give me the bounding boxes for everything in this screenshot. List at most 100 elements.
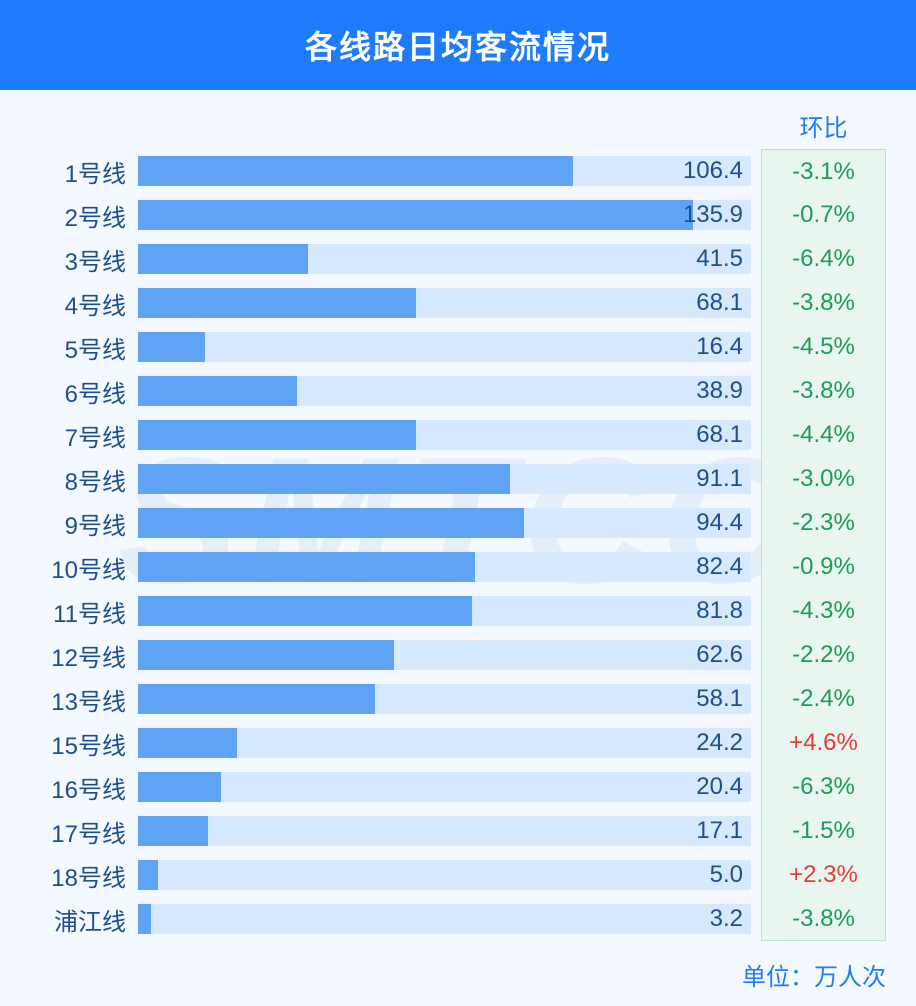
chart-row: 9号线 94.4 -2.3%	[30, 501, 886, 545]
change-cell: -4.5%	[761, 325, 886, 369]
change-cell: -3.8%	[761, 897, 886, 941]
bar-track: 62.6	[138, 640, 751, 670]
change-cell: -3.0%	[761, 457, 886, 501]
chart-rows: 1号线106.4-3.1%2号线135.9-0.7%3号线41.5-6.4%4号…	[30, 149, 886, 941]
bar-track: 58.1	[138, 684, 751, 714]
line-label: 7号线	[30, 418, 138, 453]
change-column-header: 环比	[761, 108, 886, 143]
bar-fill	[138, 156, 573, 186]
bar-fill	[138, 860, 158, 890]
bar-zone: 81.8	[138, 589, 761, 633]
chart-row: 1号线106.4 -3.1%	[30, 149, 886, 193]
line-label: 11号线	[30, 594, 138, 629]
bar-fill	[138, 508, 524, 538]
line-label: 9号线	[30, 506, 138, 541]
change-cell: -4.3%	[761, 589, 886, 633]
bar-fill	[138, 288, 416, 318]
bar-value: 81.8	[696, 597, 743, 625]
change-cell: +4.6%	[761, 721, 886, 765]
change-cell: -6.3%	[761, 765, 886, 809]
line-label: 13号线	[30, 682, 138, 717]
line-label: 10号线	[30, 550, 138, 585]
chart-row: 浦江线3.2-3.8%	[30, 897, 886, 941]
change-cell: -1.5%	[761, 809, 886, 853]
bar-zone: 62.6	[138, 633, 761, 677]
bar-zone: 3.2	[138, 897, 761, 941]
chart-row: 18号线5.0+2.3%	[30, 853, 886, 897]
chart-row: 8号线 91.1 -3.0%	[30, 457, 886, 501]
change-cell: -0.9%	[761, 545, 886, 589]
line-label: 15号线	[30, 726, 138, 761]
bar-track: 106.4	[138, 156, 751, 186]
bar-fill	[138, 244, 308, 274]
bar-value: 3.2	[710, 905, 743, 933]
bar-track: 91.1	[138, 464, 751, 494]
bar-track: 81.8	[138, 596, 751, 626]
change-cell: -3.1%	[761, 149, 886, 193]
chart-row: 11号线 81.8 -4.3%	[30, 589, 886, 633]
chart-row: 6号线38.9-3.8%	[30, 369, 886, 413]
bar-fill	[138, 200, 693, 230]
bar-value: 41.5	[696, 245, 743, 273]
bar-track: 38.9	[138, 376, 751, 406]
bar-fill	[138, 376, 297, 406]
chart-row: 7号线68.1-4.4%	[30, 413, 886, 457]
bar-fill	[138, 728, 237, 758]
bar-zone: 16.4	[138, 325, 761, 369]
bar-track: 94.4	[138, 508, 751, 538]
label-column-spacer	[30, 108, 138, 143]
line-label: 1号线	[30, 154, 138, 189]
chart-row: 16号线 20.4 -6.3%	[30, 765, 886, 809]
bar-zone: 91.1	[138, 457, 761, 501]
bar-fill	[138, 640, 394, 670]
chart-row: 3号线 41.5 -6.4%	[30, 237, 886, 281]
chart-row: 2号线135.9-0.7%	[30, 193, 886, 237]
bar-fill	[138, 464, 510, 494]
bar-zone: 24.2	[138, 721, 761, 765]
bar-fill	[138, 596, 472, 626]
bar-value: 38.9	[696, 377, 743, 405]
bar-fill	[138, 332, 205, 362]
bar-fill	[138, 772, 221, 802]
bar-value: 91.1	[696, 465, 743, 493]
bar-fill	[138, 904, 151, 934]
bar-column-spacer	[138, 108, 761, 143]
bar-zone: 17.1	[138, 809, 761, 853]
bar-zone: 68.1	[138, 281, 761, 325]
bar-track: 5.0	[138, 860, 751, 890]
bar-value: 24.2	[696, 729, 743, 757]
chart-container: 各线路日均客流情况 SMTCC 环比 1号线106.4-3.1%2号线135.9…	[0, 0, 916, 1006]
line-label: 17号线	[30, 814, 138, 849]
change-cell: -2.2%	[761, 633, 886, 677]
line-label: 18号线	[30, 858, 138, 893]
bar-value: 58.1	[696, 685, 743, 713]
bar-value: 135.9	[683, 201, 743, 229]
bar-zone: 82.4	[138, 545, 761, 589]
bar-value: 16.4	[696, 333, 743, 361]
bar-track: 24.2	[138, 728, 751, 758]
column-header-row: 环比	[30, 108, 886, 143]
line-label: 12号线	[30, 638, 138, 673]
line-label: 16号线	[30, 770, 138, 805]
chart-row: 10号线82.4 -0.9%	[30, 545, 886, 589]
bar-zone: 94.4	[138, 501, 761, 545]
line-label: 2号线	[30, 198, 138, 233]
chart-row: 12号线62.6 -2.2%	[30, 633, 886, 677]
change-cell: -2.3%	[761, 501, 886, 545]
line-label: 3号线	[30, 242, 138, 277]
change-cell: -2.4%	[761, 677, 886, 721]
line-label: 5号线	[30, 330, 138, 365]
bar-track: 82.4	[138, 552, 751, 582]
bar-value: 20.4	[696, 773, 743, 801]
line-label: 6号线	[30, 374, 138, 409]
change-cell: -6.4%	[761, 237, 886, 281]
bar-value: 94.4	[696, 509, 743, 537]
chart-title: 各线路日均客流情况	[0, 0, 916, 90]
bar-track: 3.2	[138, 904, 751, 934]
bar-track: 20.4	[138, 772, 751, 802]
chart-row: 17号线17.1-1.5%	[30, 809, 886, 853]
line-label: 8号线	[30, 462, 138, 497]
bar-value: 68.1	[696, 289, 743, 317]
bar-fill	[138, 420, 416, 450]
chart-body: SMTCC 环比 1号线106.4-3.1%2号线135.9-0.7%3号线41…	[0, 90, 916, 951]
